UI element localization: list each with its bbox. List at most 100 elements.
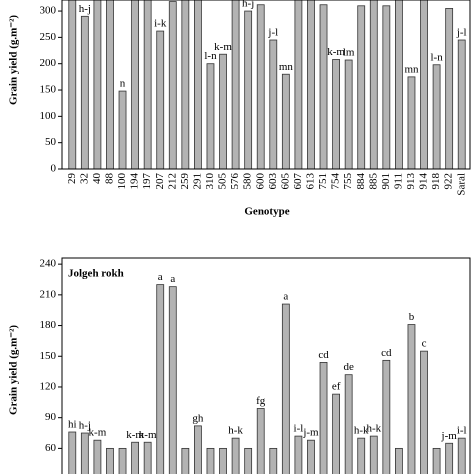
significance-letter: h-j: [242, 0, 254, 10]
y-axis-label: Grain yield (g.m⁻²): [8, 325, 20, 415]
bar: [244, 10, 253, 170]
bar: [294, 435, 303, 474]
bar: [281, 73, 290, 170]
significance-letter: gh: [192, 412, 204, 424]
bar: [269, 39, 278, 170]
significance-letter: h-j: [79, 420, 91, 432]
x-tick-label: 40: [91, 173, 103, 185]
significance-letter: de: [343, 361, 354, 373]
bar: [357, 437, 366, 474]
x-tick-label: 207: [154, 173, 166, 190]
y-tick-label: 90: [45, 411, 57, 423]
bar: [143, 0, 152, 170]
x-tick-label: 600: [254, 173, 266, 190]
bar: [344, 374, 353, 474]
x-tick-label: 913: [405, 173, 417, 190]
y-tick-label: 180: [40, 319, 57, 331]
x-axis-label: Genotype: [244, 206, 289, 218]
bar: [80, 15, 89, 170]
x-tick-label: 884: [355, 173, 367, 190]
significance-letter: j-m: [441, 430, 458, 442]
significance-letter: h-k: [354, 425, 369, 437]
x-tick-label: 754: [330, 173, 342, 190]
bar: [256, 4, 265, 170]
bar: [131, 0, 139, 170]
x-tick-label: 922: [443, 173, 455, 190]
y-tick-label: 100: [40, 110, 57, 122]
significance-letter: cd: [318, 349, 329, 361]
significance-letter: c: [422, 338, 427, 350]
bar: [206, 63, 215, 170]
significance-letter: lm: [343, 47, 355, 59]
bar: [395, 0, 403, 170]
bar: [319, 4, 328, 170]
bar: [244, 447, 253, 474]
bar: [344, 59, 353, 170]
x-tick-label: 212: [166, 173, 178, 190]
bar: [156, 284, 165, 474]
bar: [407, 324, 416, 474]
bar: [382, 359, 391, 474]
bar: [445, 442, 454, 474]
x-tick-label: 607: [292, 173, 304, 190]
x-tick-label: 197: [141, 173, 153, 190]
bar: [206, 447, 215, 474]
bar: [332, 393, 340, 474]
significance-letter: b: [409, 311, 415, 323]
bar: [106, 0, 114, 170]
significance-letter: k-m: [214, 41, 232, 53]
y-tick-label: 300: [40, 5, 57, 17]
y-tick-label: 0: [51, 163, 57, 175]
bar: [369, 435, 378, 474]
bar: [143, 441, 152, 474]
x-tick-label: 32: [78, 173, 90, 184]
y-tick-label: 120: [40, 381, 57, 393]
bar: [168, 1, 177, 170]
x-tick-label: 914: [418, 173, 430, 190]
x-tick-label: 194: [129, 173, 141, 190]
bar: [407, 76, 416, 170]
significance-letter: h-j: [79, 3, 91, 15]
significance-letter: h-k: [228, 425, 243, 437]
significance-letter: k-m: [89, 427, 107, 439]
significance-letter: cd: [381, 347, 392, 359]
y-tick-label: 250: [40, 31, 57, 43]
bar: [106, 447, 114, 474]
bar: [181, 0, 190, 170]
significance-letter: mn: [404, 63, 419, 75]
x-tick-label: 885: [367, 173, 379, 190]
bar: [80, 432, 89, 474]
bar: [382, 5, 391, 170]
bar: [93, 439, 102, 474]
bar: [231, 437, 240, 474]
bar: [420, 0, 428, 170]
x-tick-label: 918: [430, 173, 442, 190]
significance-letter: j-l: [456, 27, 467, 39]
y-tick-label: 150: [40, 350, 57, 362]
bar: [357, 5, 366, 170]
bar: [332, 59, 340, 170]
significance-letter: j-m: [302, 427, 319, 439]
panel-title: Jolgeh rokh: [68, 268, 124, 280]
x-tick-label: 259: [179, 173, 191, 190]
significance-letter: ef: [332, 381, 341, 393]
x-tick-label: 310: [204, 173, 216, 190]
x-tick-label: 580: [242, 173, 254, 190]
x-tick-label: 29: [66, 173, 78, 185]
bar: [432, 447, 441, 474]
bar: [457, 39, 466, 170]
bar: [432, 64, 441, 170]
bar: [68, 0, 77, 170]
significance-letter: l-n: [430, 51, 443, 63]
x-tick-label: 901: [380, 173, 392, 190]
bar: [181, 447, 190, 474]
y-tick-label: 50: [45, 136, 57, 148]
bar: [219, 447, 227, 474]
bar: [445, 8, 454, 170]
bar: [307, 439, 315, 474]
y-tick-label: 210: [40, 288, 57, 300]
bar: [457, 437, 466, 474]
